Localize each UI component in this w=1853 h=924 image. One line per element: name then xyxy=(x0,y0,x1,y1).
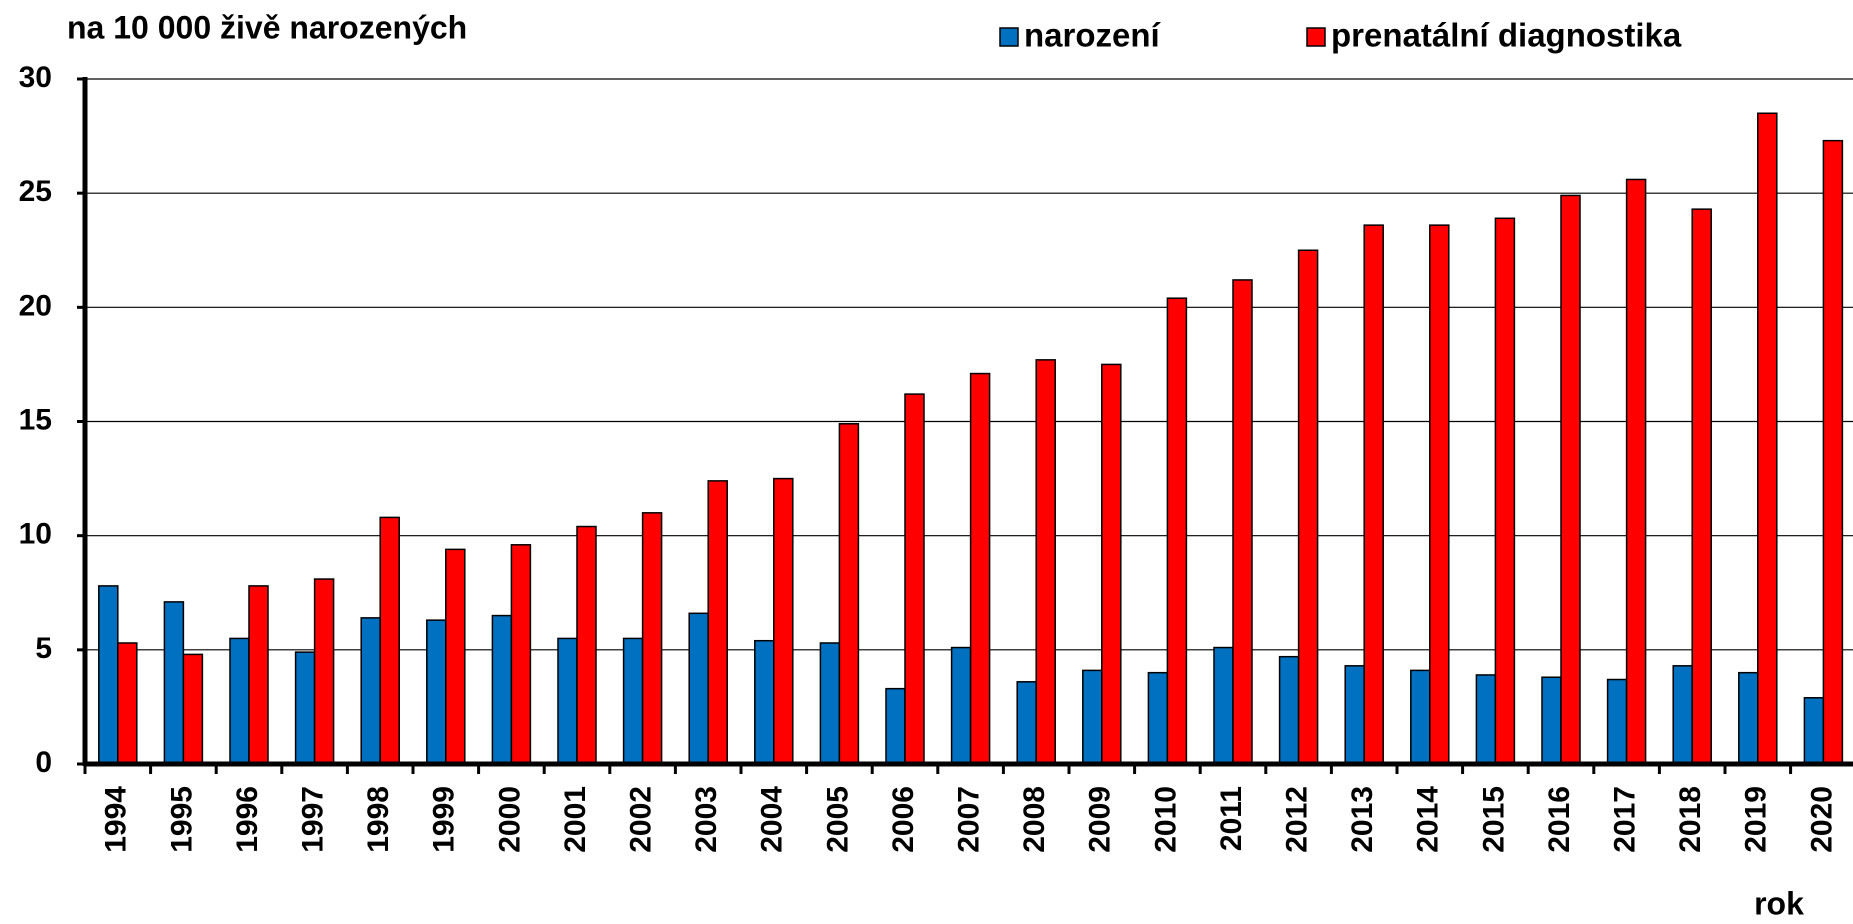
x-tick-label: 2002 xyxy=(625,786,658,853)
bar xyxy=(294,651,316,765)
bar xyxy=(819,642,841,765)
x-tick-label: 1995 xyxy=(165,786,198,853)
bar xyxy=(576,525,597,765)
x-tick-label: 1994 xyxy=(100,786,133,853)
bar xyxy=(117,642,138,765)
bar xyxy=(313,578,335,765)
bar xyxy=(641,512,663,765)
bar xyxy=(754,639,775,765)
x-tick-label: 2011 xyxy=(1215,786,1248,851)
y-tick-label: 30 xyxy=(19,61,52,94)
bar xyxy=(98,585,119,765)
x-tick-label: 1996 xyxy=(231,786,264,853)
bar xyxy=(1297,249,1319,765)
y-tick-label: 0 xyxy=(35,746,52,779)
x-tick-label: 2000 xyxy=(493,786,526,853)
bar xyxy=(1429,224,1450,765)
y-axis-title: na 10 000 živě narozených xyxy=(67,9,467,45)
bar xyxy=(1606,678,1628,765)
bar xyxy=(904,393,925,765)
bar xyxy=(1803,697,1825,765)
bar xyxy=(1082,669,1103,765)
x-tick-label: 2003 xyxy=(690,786,723,853)
bar xyxy=(426,619,447,765)
bar xyxy=(1344,665,1365,765)
legend-swatch xyxy=(1306,27,1326,47)
bar xyxy=(557,637,578,765)
x-tick-label: 2018 xyxy=(1674,786,1707,853)
bar xyxy=(1363,224,1384,765)
bar xyxy=(1278,655,1300,765)
bar xyxy=(1166,297,1188,765)
bar xyxy=(1101,363,1122,765)
bar xyxy=(1560,194,1581,765)
bar xyxy=(445,548,466,765)
bar xyxy=(622,637,644,765)
bar xyxy=(1475,674,1497,765)
bar xyxy=(1672,665,1693,765)
x-tick-label: 1999 xyxy=(428,786,461,853)
y-tick-label: 5 xyxy=(35,632,52,665)
x-tick-label: 2015 xyxy=(1477,786,1510,853)
bar xyxy=(969,372,991,765)
bar xyxy=(1410,669,1431,765)
bar xyxy=(1494,217,1516,765)
x-tick-label: 2016 xyxy=(1543,786,1576,853)
y-tick-label: 15 xyxy=(19,403,52,436)
x-tick-label: 2017 xyxy=(1609,786,1642,853)
x-tick-label: 2005 xyxy=(821,786,854,853)
y-tick-label: 20 xyxy=(19,289,52,322)
x-tick-label: 1997 xyxy=(297,786,330,853)
bar xyxy=(773,477,794,765)
bar xyxy=(838,423,860,765)
bar xyxy=(1232,279,1253,765)
bar xyxy=(182,653,204,765)
y-tick-label: 10 xyxy=(19,518,52,551)
x-tick-label: 2019 xyxy=(1740,786,1773,853)
bar xyxy=(248,585,269,765)
x-tick-label: 2020 xyxy=(1805,786,1838,853)
x-axis-title: rok xyxy=(1754,885,1804,921)
bar xyxy=(950,646,972,765)
bar xyxy=(1738,671,1759,765)
bar xyxy=(379,516,400,765)
x-tick-label: 2013 xyxy=(1346,786,1379,853)
bar xyxy=(1757,112,1778,765)
legend-swatch xyxy=(999,27,1019,47)
bar xyxy=(688,612,709,765)
x-tick-label: 2012 xyxy=(1281,786,1314,853)
bar xyxy=(885,687,906,765)
bar xyxy=(1625,178,1647,765)
x-tick-label: 2010 xyxy=(1149,786,1182,853)
legend-label: narození xyxy=(1024,17,1162,54)
legend-label: prenatální diagnostika xyxy=(1331,17,1682,54)
bar xyxy=(360,617,381,765)
x-tick-label: 2009 xyxy=(1084,786,1117,853)
x-tick-label: 1998 xyxy=(362,786,395,853)
bar xyxy=(229,637,250,765)
x-tick-label: 2004 xyxy=(756,786,789,853)
bar xyxy=(163,601,185,765)
bar xyxy=(1822,139,1844,765)
x-tick-label: 2007 xyxy=(953,786,986,853)
x-tick-label: 2006 xyxy=(887,786,920,853)
bar xyxy=(1016,681,1037,765)
bar xyxy=(707,480,728,765)
bar xyxy=(1691,208,1712,765)
bar xyxy=(1541,676,1562,765)
bar xyxy=(1213,646,1234,765)
bar xyxy=(1147,671,1169,765)
x-tick-label: 2014 xyxy=(1412,786,1445,853)
bar xyxy=(1035,359,1056,765)
y-tick-label: 25 xyxy=(19,175,52,208)
x-tick-label: 2001 xyxy=(559,786,592,853)
x-tick-label: 2008 xyxy=(1018,786,1051,853)
bar xyxy=(510,544,532,765)
bar xyxy=(491,614,513,765)
